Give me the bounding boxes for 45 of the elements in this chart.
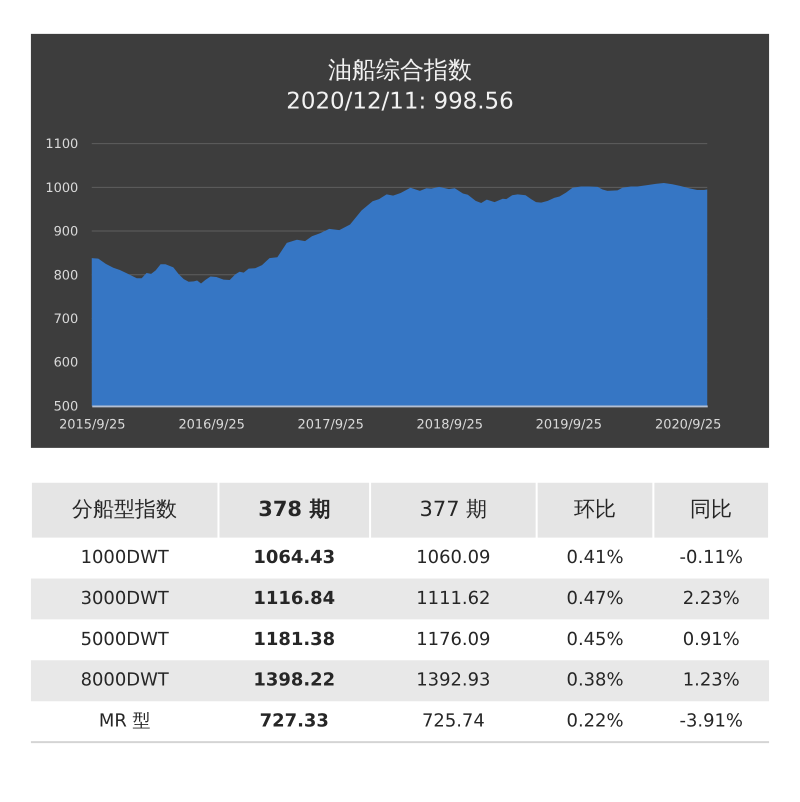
y-tick-label: 700: [54, 312, 78, 327]
text: 1.23%: [682, 670, 740, 691]
x-tick-label: 2020/9/25: [654, 417, 722, 432]
text: 1176.09: [416, 628, 490, 650]
x-tick-label: 2016/9/25: [178, 417, 245, 432]
y-tick-label: 1100: [45, 137, 78, 152]
x-tick-label: 2017/9/25: [297, 417, 364, 432]
x-tick-label: 2019/9/25: [536, 417, 602, 432]
text: 1392.93: [416, 670, 490, 691]
text: 0.41%: [566, 547, 624, 568]
y-tick-label: 800: [54, 268, 78, 284]
y-tick-label: 600: [54, 356, 78, 371]
x-tick-label: 2015/9/25: [59, 417, 126, 432]
text: 0.47%: [566, 588, 624, 609]
text: 1060.09: [416, 547, 490, 568]
category-label: 3000DWT: [80, 588, 169, 609]
text: 1111.62: [416, 588, 490, 609]
category-label: 5000DWT: [80, 628, 169, 650]
text: 1398.22: [253, 670, 336, 691]
text: 1116.84: [253, 588, 336, 609]
text: 727.33: [260, 710, 329, 732]
x-tick-label: 2018/9/25: [416, 417, 483, 432]
text: 0.38%: [566, 670, 624, 691]
text: -0.11%: [679, 547, 743, 568]
text: 725.74: [422, 710, 485, 732]
text: 0.91%: [682, 628, 740, 650]
category-label: 同比: [690, 497, 732, 522]
category-label: 1000DWT: [80, 547, 169, 568]
category-label: 环比: [574, 497, 616, 522]
y-tick-label: 900: [54, 224, 78, 240]
category-label: 378 期: [258, 497, 330, 522]
text: 0.22%: [566, 710, 624, 732]
y-tick-label: 500: [54, 399, 78, 414]
chart-subtitle: 2020/12/11: 998.56: [286, 88, 514, 115]
y-tick-label: 1000: [45, 180, 78, 196]
category-label: 分船型指数: [72, 497, 178, 522]
category-label: 377 期: [420, 497, 488, 522]
text: 0.45%: [566, 628, 624, 650]
chart-title: 油船综合指数: [328, 56, 472, 84]
text: 1064.43: [253, 547, 336, 568]
category-label: 8000DWT: [80, 670, 169, 691]
category-label: MR 型: [98, 710, 151, 732]
text: 1181.38: [253, 628, 336, 650]
text: -3.91%: [679, 710, 743, 732]
text: 2.23%: [682, 588, 740, 609]
